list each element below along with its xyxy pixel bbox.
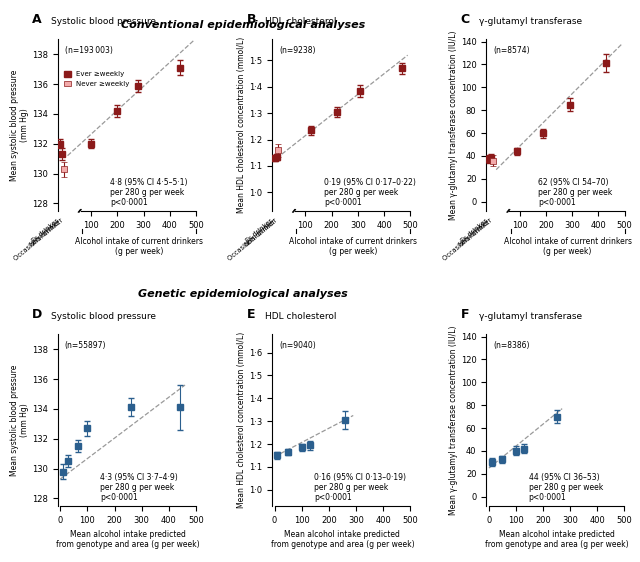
Text: Ex-drinker: Ex-drinker <box>459 217 489 244</box>
Y-axis label: Mean γ-glutamyl transferase concentration (IU/L): Mean γ-glutamyl transferase concentratio… <box>449 30 458 220</box>
Text: F: F <box>461 307 469 320</box>
Text: Ex-drinker: Ex-drinker <box>244 217 275 244</box>
X-axis label: Mean alcohol intake predicted
from genotype and area (g per week): Mean alcohol intake predicted from genot… <box>271 530 414 550</box>
Text: γ-glutamyl transferase: γ-glutamyl transferase <box>479 311 582 320</box>
Text: (n=55897): (n=55897) <box>65 341 106 350</box>
Text: Systolic blood pressure: Systolic blood pressure <box>51 17 156 26</box>
Text: (n=193 003): (n=193 003) <box>65 46 113 55</box>
Text: Non-drinker: Non-drinker <box>28 217 62 247</box>
Text: HDL cholesterol: HDL cholesterol <box>265 17 337 26</box>
Text: E: E <box>246 307 255 320</box>
Y-axis label: Mean systolic blood pressure
(mm Hg): Mean systolic blood pressure (mm Hg) <box>10 69 29 181</box>
Text: (n=9040): (n=9040) <box>279 341 316 350</box>
Y-axis label: Mean systolic blood pressure
(mm Hg): Mean systolic blood pressure (mm Hg) <box>10 364 29 476</box>
Text: 4·8 (95% CI 4·5–5·1)
per 280 g per week
p<0·0001: 4·8 (95% CI 4·5–5·1) per 280 g per week … <box>110 178 188 207</box>
Text: Alcohol intake of current drinkers
(g per week): Alcohol intake of current drinkers (g pe… <box>289 237 417 256</box>
Text: Occasional drinker: Occasional drinker <box>227 217 278 262</box>
Text: 0·16 (95% CI 0·13–0·19)
per 280 g per week
p<0·0001: 0·16 (95% CI 0·13–0·19) per 280 g per we… <box>314 473 406 502</box>
Text: (n=9238): (n=9238) <box>279 46 316 55</box>
Text: γ-glutamyl transferase: γ-glutamyl transferase <box>479 17 582 26</box>
Text: Systolic blood pressure: Systolic blood pressure <box>51 311 156 320</box>
Y-axis label: Mean γ-glutamyl transferase concentration (IU/L): Mean γ-glutamyl transferase concentratio… <box>449 325 458 515</box>
Text: C: C <box>461 12 470 26</box>
Text: Alcohol intake of current drinkers
(g per week): Alcohol intake of current drinkers (g pe… <box>75 237 203 256</box>
Text: B: B <box>246 12 256 26</box>
X-axis label: Mean alcohol intake predicted
from genotype and area (g per week): Mean alcohol intake predicted from genot… <box>485 530 628 550</box>
Text: 62 (95% CI 54–70)
per 280 g per week
p<0·0001: 62 (95% CI 54–70) per 280 g per week p<0… <box>538 178 612 207</box>
Text: (n=8574): (n=8574) <box>493 46 530 55</box>
Legend: Ever ≥weekly, Never ≥weekly: Ever ≥weekly, Never ≥weekly <box>61 69 132 90</box>
Text: 4·3 (95% CI 3·7–4·9)
per 280 g per week
p<0·0001: 4·3 (95% CI 3·7–4·9) per 280 g per week … <box>100 473 178 502</box>
Text: D: D <box>32 307 42 320</box>
Text: Conventional epidemiological analyses: Conventional epidemiological analyses <box>121 20 365 30</box>
Text: Occasional drinker: Occasional drinker <box>442 217 493 262</box>
Text: (n=8386): (n=8386) <box>493 341 530 350</box>
X-axis label: Mean alcohol intake predicted
from genotype and area (g per week): Mean alcohol intake predicted from genot… <box>56 530 200 550</box>
Text: A: A <box>32 12 42 26</box>
Text: Non-drinker: Non-drinker <box>457 217 491 247</box>
Text: Non-drinker: Non-drinker <box>243 217 276 247</box>
Text: HDL cholesterol: HDL cholesterol <box>265 311 337 320</box>
Text: Ex-drinker: Ex-drinker <box>30 217 60 244</box>
Text: 0·19 (95% CI 0·17–0·22)
per 280 g per week
p<0·0001: 0·19 (95% CI 0·17–0·22) per 280 g per we… <box>324 178 416 207</box>
Text: 44 (95% CI 36–53)
per 280 g per week
p<0·0001: 44 (95% CI 36–53) per 280 g per week p<0… <box>529 473 603 502</box>
Y-axis label: Mean HDL cholesterol concentration (mmol/L): Mean HDL cholesterol concentration (mmol… <box>237 332 246 508</box>
Text: Alcohol intake of current drinkers
(g per week): Alcohol intake of current drinkers (g pe… <box>504 237 632 256</box>
Text: Occasional drinker: Occasional drinker <box>13 217 64 262</box>
Text: Genetic epidemiological analyses: Genetic epidemiological analyses <box>138 289 348 300</box>
Y-axis label: Mean HDL cholesterol concentration (mmol/L): Mean HDL cholesterol concentration (mmol… <box>237 37 246 213</box>
